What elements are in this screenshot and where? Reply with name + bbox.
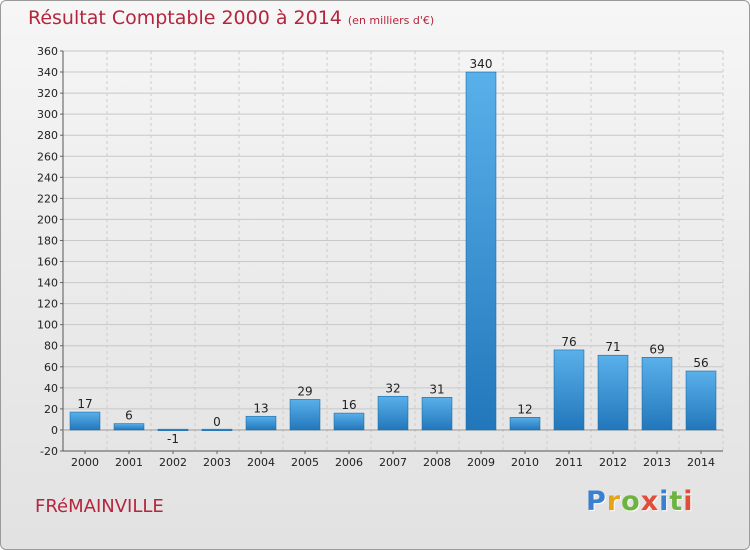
x-tick-label: 2007 xyxy=(379,456,407,469)
x-tick-label: 2005 xyxy=(291,456,319,469)
x-tick-label: 2002 xyxy=(159,456,187,469)
logo-letter: P xyxy=(586,486,607,517)
data-label: 340 xyxy=(470,57,493,71)
chart-title: Résultat Comptable 2000 à 2014 (en millie… xyxy=(28,7,434,29)
data-label: 13 xyxy=(253,401,268,415)
y-tick-label: 60 xyxy=(44,361,58,374)
y-tick-label: 300 xyxy=(37,108,58,121)
y-tick-label: 200 xyxy=(37,213,58,226)
logo-letter: i xyxy=(659,486,670,517)
chart-subtitle: (en milliers d'€) xyxy=(347,14,435,27)
data-label: -1 xyxy=(167,432,179,446)
x-tick-label: 2006 xyxy=(335,456,363,469)
data-label: 6 xyxy=(125,409,133,423)
data-label: 76 xyxy=(561,335,576,349)
bar xyxy=(597,354,629,431)
bar xyxy=(113,423,145,431)
data-label: 16 xyxy=(341,398,356,412)
logo-letter: i xyxy=(683,486,694,517)
y-tick-label: 160 xyxy=(37,256,58,269)
y-tick-label: 140 xyxy=(37,277,58,290)
data-label: 0 xyxy=(213,415,221,429)
data-label: 69 xyxy=(649,342,664,356)
logo-letter: r xyxy=(606,486,622,517)
logo-letter: x xyxy=(640,486,660,517)
bars xyxy=(69,71,717,431)
bar xyxy=(465,71,497,431)
x-tick-label: 2000 xyxy=(71,456,99,469)
y-tick-label: 40 xyxy=(44,382,58,395)
y-tick-label: 280 xyxy=(37,129,58,142)
bar xyxy=(685,370,717,431)
chart-title-text: Résultat Comptable 2000 à 2014 xyxy=(28,7,342,29)
y-tick-label: 0 xyxy=(51,424,58,437)
bar xyxy=(377,395,409,431)
data-label: 56 xyxy=(693,356,708,370)
y-tick-label: 340 xyxy=(37,66,58,79)
bar xyxy=(245,415,277,431)
y-tick-label: 80 xyxy=(44,340,58,353)
data-labels: 17 6 -1 0 13 29 16 32 31 340 12 76 71 69 56 xyxy=(77,57,708,446)
data-label: 32 xyxy=(385,381,400,395)
data-label: 17 xyxy=(77,397,92,411)
bar xyxy=(201,428,233,431)
x-tick-label: 2004 xyxy=(247,456,275,469)
data-label: 31 xyxy=(429,382,444,396)
bar xyxy=(333,412,365,431)
x-tick-label: 2003 xyxy=(203,456,231,469)
data-label: 12 xyxy=(517,402,532,416)
y-tick-label: 260 xyxy=(37,150,58,163)
proxiti-logo: Proxiti xyxy=(586,486,694,517)
logo-letter: o xyxy=(621,486,641,517)
bar xyxy=(553,349,585,431)
x-tick-label: 2001 xyxy=(115,456,143,469)
x-tick-label: 2011 xyxy=(555,456,583,469)
bar xyxy=(509,417,541,431)
y-tick-label: 20 xyxy=(44,403,58,416)
y-tick-label: 180 xyxy=(37,234,58,247)
commune-name: FRéMAINVILLE xyxy=(35,496,164,517)
y-tick-label: 220 xyxy=(37,192,58,205)
logo-letter: t xyxy=(669,486,684,517)
x-tick-label: 2012 xyxy=(599,456,627,469)
x-tick-label: 2013 xyxy=(643,456,671,469)
bar xyxy=(641,357,673,431)
y-tick-label: -20 xyxy=(40,445,58,458)
y-tick-label: 360 xyxy=(37,45,58,58)
x-tick-label: 2010 xyxy=(511,456,539,469)
tick-labels: -200204060801001201401601802002202402602… xyxy=(37,45,715,469)
bar xyxy=(421,397,453,431)
y-tick-label: 100 xyxy=(37,319,58,332)
data-label: 71 xyxy=(605,340,620,354)
x-tick-label: 2014 xyxy=(687,456,715,469)
y-tick-label: 240 xyxy=(37,171,58,184)
x-tick-label: 2009 xyxy=(467,456,495,469)
y-tick-label: 320 xyxy=(37,87,58,100)
bar xyxy=(69,411,101,431)
y-tick-label: 120 xyxy=(37,298,58,311)
bar xyxy=(157,428,189,431)
x-tick-label: 2008 xyxy=(423,456,451,469)
bar xyxy=(289,399,321,431)
data-label: 29 xyxy=(297,384,312,398)
